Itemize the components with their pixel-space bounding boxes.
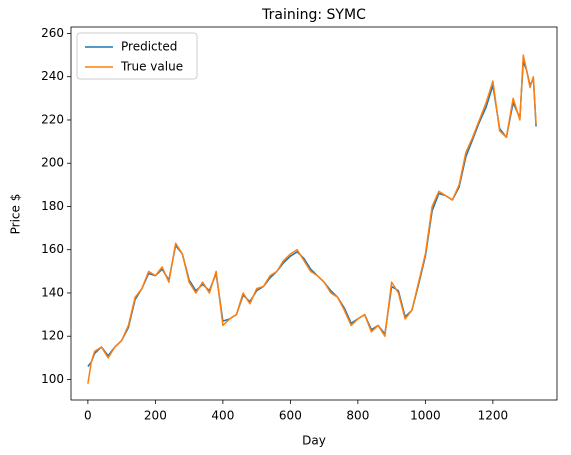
y-tick-label: 220 bbox=[41, 112, 64, 126]
series-line bbox=[87, 54, 537, 384]
x-tick-label: 400 bbox=[211, 409, 234, 423]
x-axis-label: Day bbox=[302, 434, 326, 448]
y-tick-label: 260 bbox=[41, 26, 64, 40]
x-tick-label: 600 bbox=[279, 409, 302, 423]
y-tick-label: 180 bbox=[41, 199, 64, 213]
y-tick-label: 160 bbox=[41, 242, 64, 256]
legend-label: True value bbox=[120, 60, 183, 74]
y-tick-label: 200 bbox=[41, 156, 64, 170]
plot-frame bbox=[70, 26, 558, 401]
x-tick-label: 1200 bbox=[478, 409, 509, 423]
x-tick-label: 200 bbox=[144, 409, 167, 423]
y-tick-label: 100 bbox=[41, 372, 64, 386]
y-axis-label: Price $ bbox=[9, 194, 23, 235]
x-tick-label: 800 bbox=[346, 409, 369, 423]
chart-title: Training: SYMC bbox=[261, 7, 366, 23]
legend-label: Predicted bbox=[121, 40, 177, 54]
x-tick-label: 1000 bbox=[410, 409, 441, 423]
y-tick-label: 240 bbox=[41, 69, 64, 83]
y-tick-label: 120 bbox=[41, 329, 64, 343]
y-tick-label: 140 bbox=[41, 285, 64, 299]
x-tick-label: 0 bbox=[84, 409, 92, 423]
